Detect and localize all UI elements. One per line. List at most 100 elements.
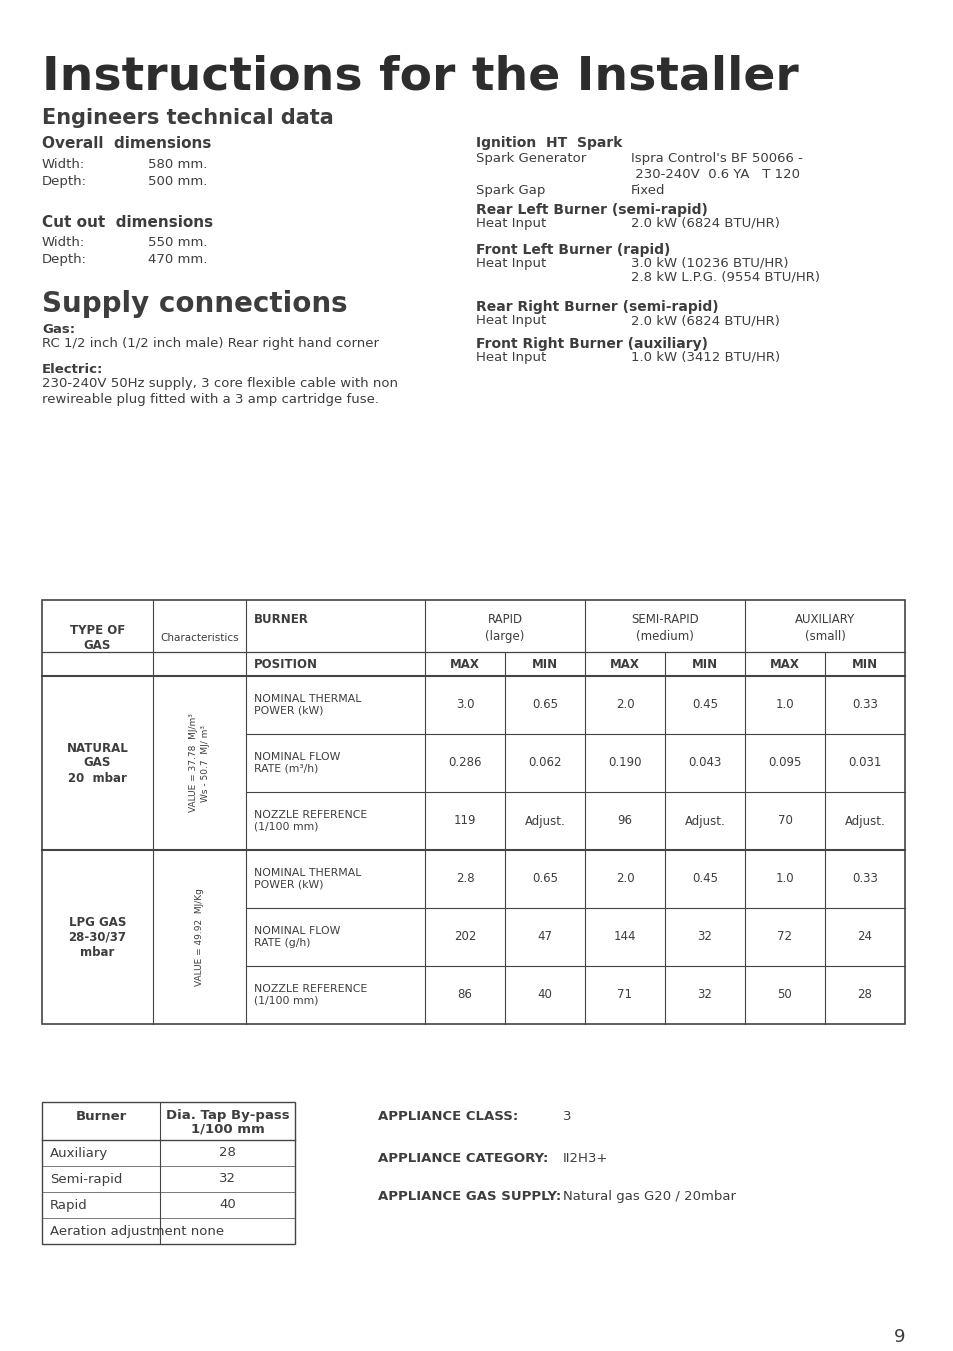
Text: 71: 71 — [617, 989, 632, 1001]
Text: 32: 32 — [697, 989, 712, 1001]
Text: 0.65: 0.65 — [532, 698, 558, 712]
Text: Width:: Width: — [42, 236, 85, 249]
Text: Heat Input: Heat Input — [476, 218, 546, 230]
Text: Adjust.: Adjust. — [524, 815, 565, 828]
Text: 500 mm.: 500 mm. — [148, 176, 207, 188]
Text: Rear Right Burner (semi-rapid): Rear Right Burner (semi-rapid) — [476, 300, 718, 313]
Text: BURNER: BURNER — [253, 613, 309, 626]
Text: 0.095: 0.095 — [767, 757, 801, 770]
Text: 0.062: 0.062 — [528, 757, 561, 770]
Text: 3: 3 — [562, 1111, 571, 1123]
Text: 0.33: 0.33 — [851, 698, 877, 712]
Text: Auxiliary: Auxiliary — [50, 1147, 108, 1159]
Text: NOMINAL THERMAL
POWER (kW): NOMINAL THERMAL POWER (kW) — [253, 869, 361, 890]
Text: (large): (large) — [485, 630, 524, 643]
Text: 28: 28 — [219, 1147, 235, 1159]
Text: MIN: MIN — [691, 658, 718, 670]
Text: 0.043: 0.043 — [688, 757, 720, 770]
Text: Heat Input: Heat Input — [476, 257, 546, 270]
Bar — [42, 600, 904, 1024]
Text: 202: 202 — [454, 931, 476, 943]
Text: Spark Generator: Spark Generator — [476, 153, 586, 165]
Text: 2.8 kW L.P.G. (9554 BTU/HR): 2.8 kW L.P.G. (9554 BTU/HR) — [630, 272, 820, 284]
Text: 580 mm.: 580 mm. — [148, 158, 207, 172]
Text: VALUE = 49.92  MJ/Kg: VALUE = 49.92 MJ/Kg — [194, 888, 204, 986]
Text: Natural gas G20 / 20mbar: Natural gas G20 / 20mbar — [562, 1190, 735, 1202]
Text: RC 1/2 inch (1/2 inch male) Rear right hand corner: RC 1/2 inch (1/2 inch male) Rear right h… — [42, 336, 378, 350]
Text: Adjust.: Adjust. — [684, 815, 724, 828]
Text: 0.45: 0.45 — [691, 698, 718, 712]
Text: SEMI-RAPID: SEMI-RAPID — [631, 613, 699, 627]
Text: 9: 9 — [893, 1328, 904, 1346]
Text: 119: 119 — [454, 815, 476, 828]
Text: 86: 86 — [457, 989, 472, 1001]
Text: Gas:: Gas: — [42, 323, 75, 336]
Text: 0.190: 0.190 — [608, 757, 641, 770]
Text: Aeration adjustment none: Aeration adjustment none — [50, 1224, 224, 1238]
Text: 3.0 kW (10236 BTU/HR): 3.0 kW (10236 BTU/HR) — [630, 257, 788, 270]
Text: 0.33: 0.33 — [851, 873, 877, 885]
Text: Adjust.: Adjust. — [843, 815, 884, 828]
Text: 2.8: 2.8 — [456, 873, 474, 885]
Text: Ispra Control's BF 50066 -
 230-240V  0.6 YA   T 120: Ispra Control's BF 50066 - 230-240V 0.6 … — [630, 153, 802, 181]
Text: 72: 72 — [777, 931, 792, 943]
Text: Ignition  HT  Spark: Ignition HT Spark — [476, 136, 621, 150]
Text: Overall  dimensions: Overall dimensions — [42, 136, 212, 151]
Text: 0.65: 0.65 — [532, 873, 558, 885]
Text: Engineers technical data: Engineers technical data — [42, 108, 334, 128]
Text: 230-240V 50Hz supply, 3 core flexible cable with non
rewireable plug fitted with: 230-240V 50Hz supply, 3 core flexible ca… — [42, 377, 397, 407]
Text: Fixed: Fixed — [630, 184, 665, 197]
Text: 96: 96 — [617, 815, 632, 828]
Text: NOMINAL THERMAL
POWER (kW): NOMINAL THERMAL POWER (kW) — [253, 694, 361, 716]
Text: Front Left Burner (rapid): Front Left Burner (rapid) — [476, 243, 670, 257]
Text: MAX: MAX — [609, 658, 639, 670]
Text: MAX: MAX — [450, 658, 479, 670]
Text: 470 mm.: 470 mm. — [148, 253, 207, 266]
Text: 1/100 mm: 1/100 mm — [191, 1123, 264, 1136]
Text: Supply connections: Supply connections — [42, 290, 347, 317]
Text: (medium): (medium) — [636, 630, 693, 643]
Text: MIN: MIN — [532, 658, 558, 670]
Text: 2.0 kW (6824 BTU/HR): 2.0 kW (6824 BTU/HR) — [630, 218, 779, 230]
Text: AUXILIARY: AUXILIARY — [794, 613, 854, 627]
Text: (small): (small) — [803, 630, 844, 643]
Text: 144: 144 — [613, 931, 636, 943]
Text: 2.0 kW (6824 BTU/HR): 2.0 kW (6824 BTU/HR) — [630, 313, 779, 327]
Text: APPLIANCE CLASS:: APPLIANCE CLASS: — [377, 1111, 517, 1123]
Text: Dia. Tap By-pass: Dia. Tap By-pass — [166, 1109, 289, 1121]
Text: Depth:: Depth: — [42, 253, 87, 266]
Text: 50: 50 — [777, 989, 792, 1001]
Text: Spark Gap: Spark Gap — [476, 184, 545, 197]
Text: Electric:: Electric: — [42, 363, 103, 376]
Bar — [42, 1102, 294, 1244]
Text: Depth:: Depth: — [42, 176, 87, 188]
Text: 1.0: 1.0 — [775, 873, 794, 885]
Text: Characteristics: Characteristics — [160, 634, 238, 643]
Text: NOZZLE REFERENCE
(1/100 mm): NOZZLE REFERENCE (1/100 mm) — [253, 984, 367, 1005]
Text: 40: 40 — [219, 1198, 235, 1212]
Text: 550 mm.: 550 mm. — [148, 236, 208, 249]
Text: Heat Input: Heat Input — [476, 313, 546, 327]
Text: Heat Input: Heat Input — [476, 351, 546, 363]
Text: 1.0 kW (3412 BTU/HR): 1.0 kW (3412 BTU/HR) — [630, 351, 780, 363]
Text: 32: 32 — [219, 1173, 235, 1185]
Text: 1.0: 1.0 — [775, 698, 794, 712]
Text: RAPID: RAPID — [487, 613, 522, 627]
Text: Instructions for the Installer: Instructions for the Installer — [42, 55, 798, 100]
Text: VALUE = 37.78  MJ/m³
Ws - 50.7  MJ/ m³: VALUE = 37.78 MJ/m³ Ws - 50.7 MJ/ m³ — [190, 713, 210, 812]
Text: NOMINAL FLOW
RATE (g/h): NOMINAL FLOW RATE (g/h) — [253, 927, 340, 948]
Text: POSITION: POSITION — [253, 658, 317, 670]
Text: APPLIANCE CATEGORY:: APPLIANCE CATEGORY: — [377, 1152, 548, 1165]
Text: 32: 32 — [697, 931, 712, 943]
Text: 2.0: 2.0 — [615, 873, 634, 885]
Text: 2.0: 2.0 — [615, 698, 634, 712]
Text: II2H3+: II2H3+ — [562, 1152, 608, 1165]
Text: NATURAL
GAS
20  mbar: NATURAL GAS 20 mbar — [67, 742, 129, 785]
Text: 0.286: 0.286 — [448, 757, 481, 770]
Text: Semi-rapid: Semi-rapid — [50, 1173, 122, 1185]
Text: Burner: Burner — [75, 1109, 127, 1123]
Text: 70: 70 — [777, 815, 792, 828]
Text: 47: 47 — [537, 931, 552, 943]
Text: LPG GAS
28-30/37
mbar: LPG GAS 28-30/37 mbar — [69, 916, 127, 958]
Text: 24: 24 — [857, 931, 872, 943]
